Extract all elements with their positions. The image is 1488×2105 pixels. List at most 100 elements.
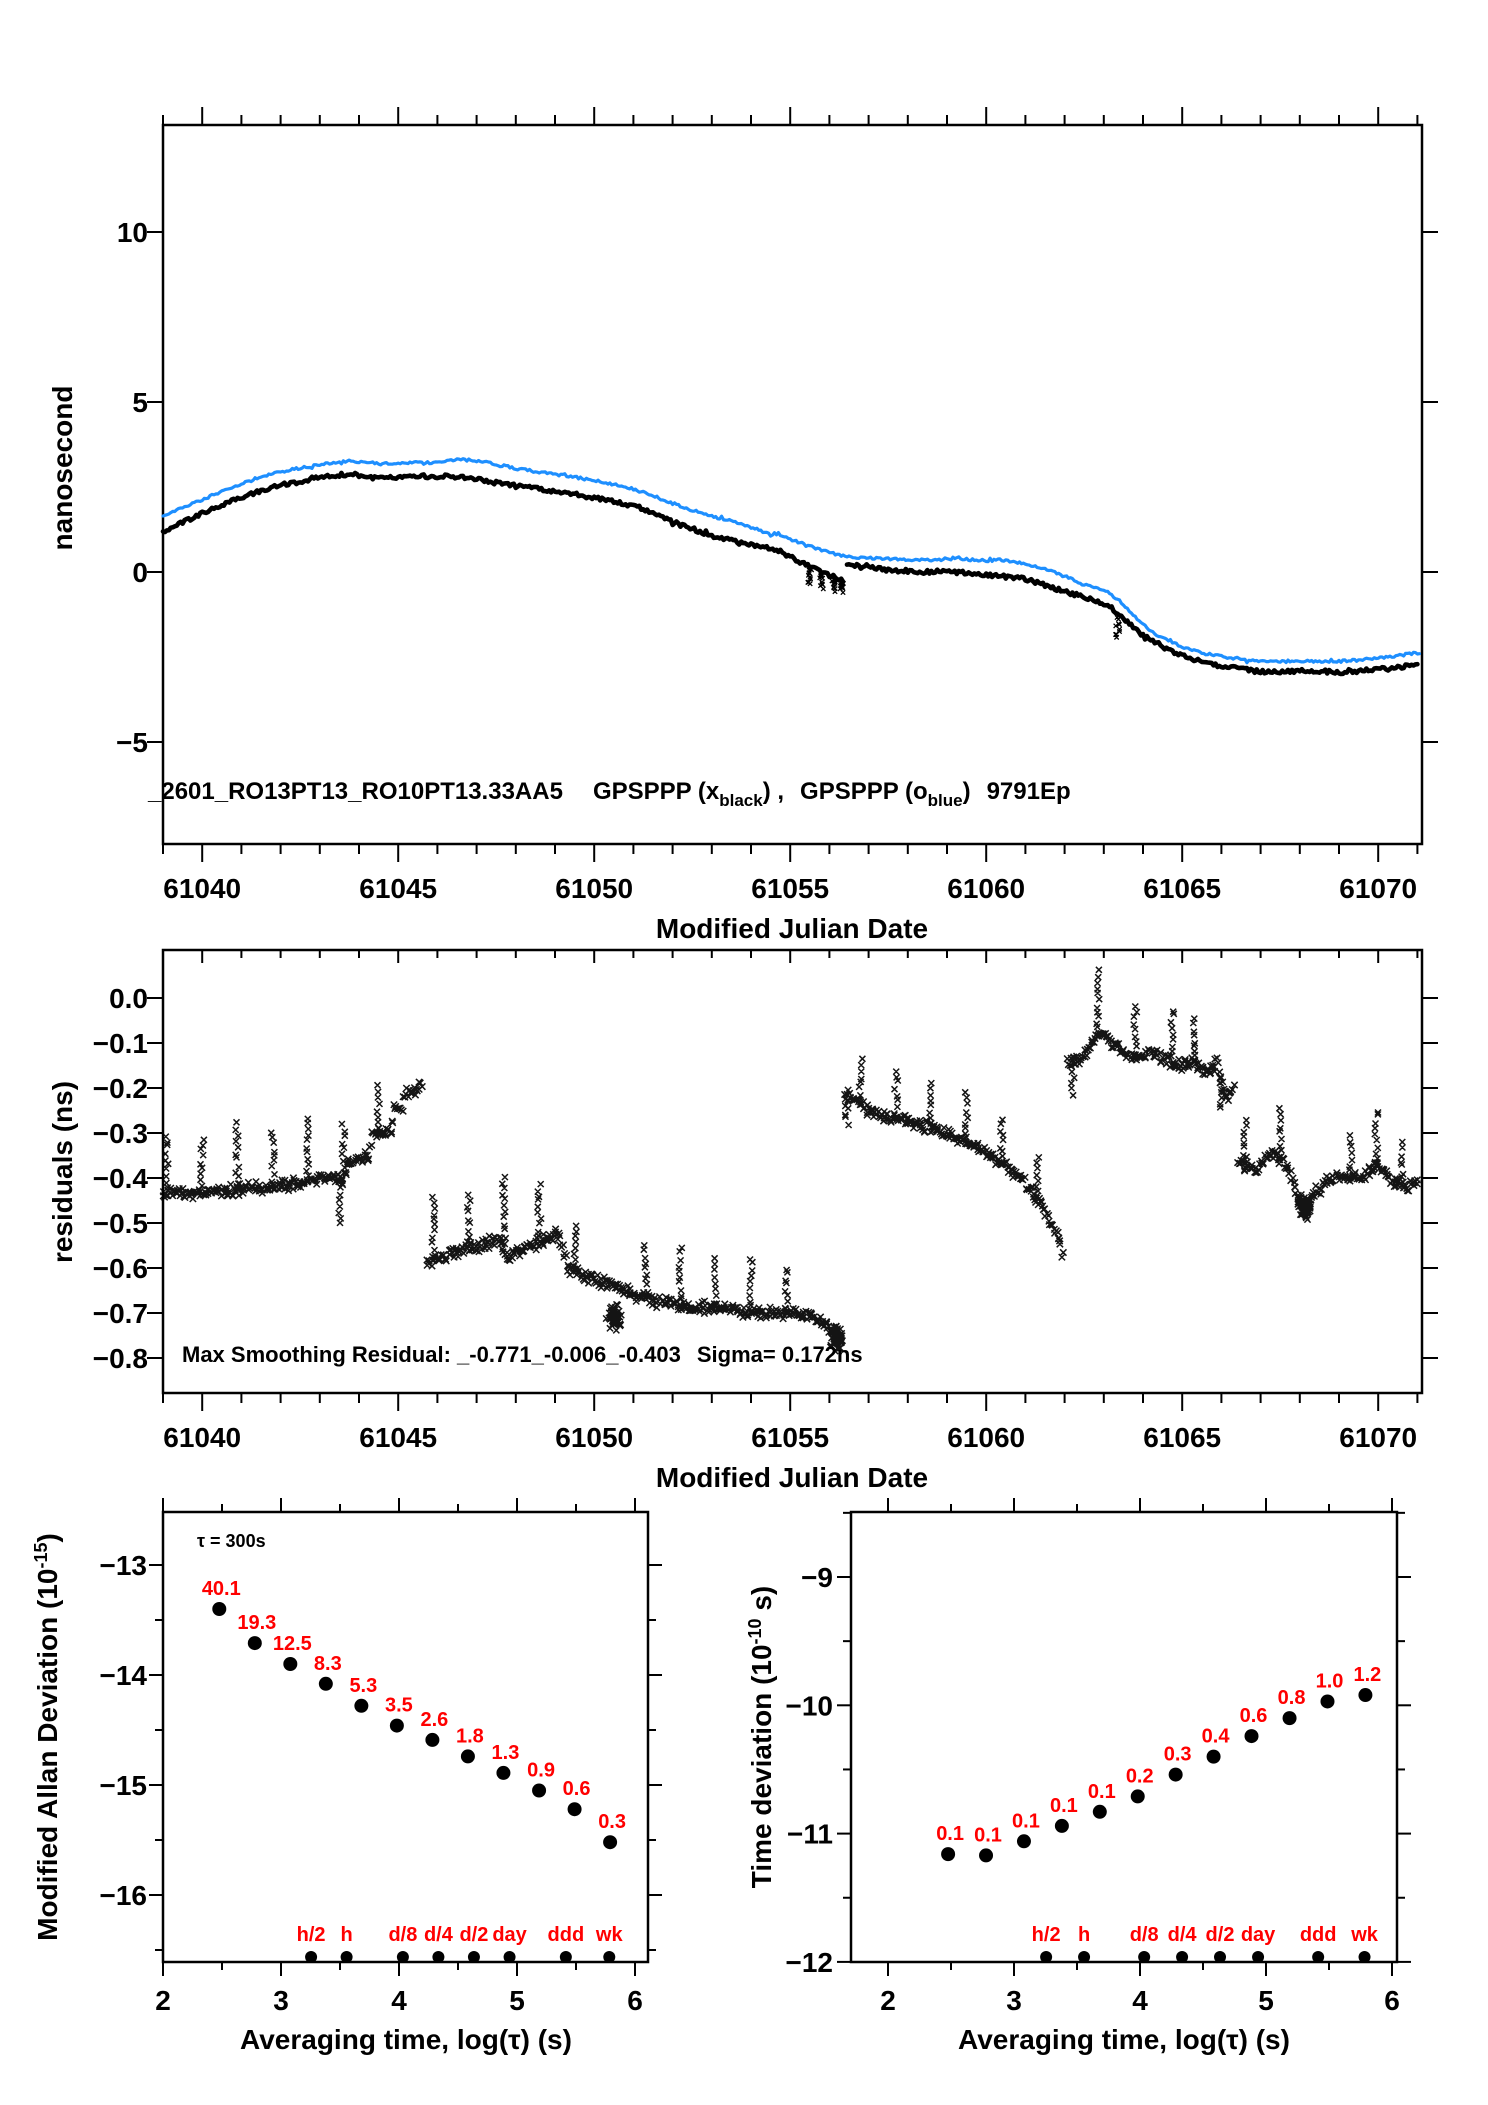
tau-mark-dot — [559, 1951, 572, 1963]
series2-close: ) — [963, 778, 971, 805]
y-tick-label: −15 — [100, 1770, 148, 1801]
data-point-label: 1.0 — [1316, 1670, 1344, 1692]
y-tick-label: −16 — [100, 1880, 148, 1911]
data-point-label: 0.1 — [936, 1823, 964, 1845]
x-axis-label-avgtime-right: Averaging time, log(τ) (s) — [958, 2024, 1290, 2055]
black-hair-spikes — [805, 567, 1123, 640]
tau-mark-label: wk — [595, 1924, 624, 1946]
data-point — [941, 1847, 956, 1862]
data-point — [979, 1848, 994, 1863]
data-point-label: 0.3 — [1164, 1744, 1192, 1766]
y-tick-label: −5 — [116, 727, 148, 758]
tau-mark-dot — [305, 1951, 318, 1963]
data-point-label: 0.6 — [1240, 1705, 1268, 1727]
data-point-label: 0.3 — [598, 1811, 626, 1833]
y-tick-label: −12 — [786, 1947, 834, 1978]
y-axis-label-mdev: Modified Allan Deviation (10-15) — [31, 1533, 63, 1941]
tau-mark-label: d/8 — [388, 1924, 417, 1946]
x-tick-label: 61055 — [751, 873, 829, 904]
mdev-label-post: ) — [32, 1533, 63, 1542]
tau-mark-label: d/4 — [1168, 1924, 1198, 1946]
data-point-label: 0.9 — [527, 1760, 555, 1782]
tau-mark-label: day — [492, 1924, 527, 1946]
data-point — [389, 1718, 404, 1733]
tau-mark-label: ddd — [548, 1924, 585, 1946]
data-point — [354, 1698, 369, 1713]
data-point-label: 8.3 — [314, 1653, 342, 1675]
top-panel-title: _2601_RO13PT13_RO10PT13.33AA5 GPSPPP (xbl… — [147, 778, 1071, 810]
data-point — [1016, 1834, 1031, 1849]
x-tick-label: 6 — [1384, 1985, 1400, 2016]
x-tick-label: 61070 — [1339, 873, 1417, 904]
max-residual-values: Max Smoothing Residual: _-0.771_-0.006_-… — [182, 1342, 681, 1367]
tdev-frame — [849, 1510, 1399, 1964]
data-point-label: 0.1 — [1050, 1795, 1078, 1817]
tau-mark-label: h/2 — [297, 1924, 326, 1946]
data-point — [247, 1636, 262, 1651]
series1-label: GPSPPP (x — [593, 778, 720, 805]
data-point-label: 2.6 — [420, 1709, 448, 1731]
residuals-frame — [161, 948, 1424, 1395]
x-axis-label-mjd-top: Modified Julian Date — [656, 913, 928, 944]
data-point — [425, 1732, 440, 1747]
tau-note: τ = 300s — [197, 1531, 266, 1551]
tau-mark-label: d/4 — [424, 1924, 454, 1946]
y-tick-label: −0.7 — [93, 1298, 148, 1329]
tau-mark-label: d/2 — [1206, 1924, 1235, 1946]
data-point-label: 1.2 — [1354, 1664, 1382, 1686]
x-axis-label-avgtime-left: Averaging time, log(τ) (s) — [240, 2024, 572, 2055]
tdev-label-sup: -10 — [745, 1618, 765, 1644]
data-point-label: 19.3 — [237, 1612, 276, 1634]
x-tick-label: 3 — [1006, 1985, 1022, 2016]
mdev-label-sup: -15 — [31, 1542, 51, 1568]
tau-mark-dot — [1252, 1951, 1265, 1963]
y-tick-label: −14 — [100, 1660, 148, 1691]
y-tick-label: −0.8 — [93, 1343, 148, 1374]
x-tick-label: 61050 — [555, 873, 633, 904]
data-point — [460, 1749, 475, 1764]
y-axis-label-nanosecond: nanosecond — [47, 386, 78, 551]
tau-mark-dot — [1040, 1951, 1053, 1963]
x-tick-label: 61060 — [947, 1422, 1025, 1453]
y-tick-label: −9 — [801, 1562, 833, 1593]
y-tick-label: −11 — [787, 1819, 833, 1850]
mdev-panel: 2 3 4 5 6 −13 −14 −15 −16 h/2 h d/8 d/4 d/2 day ddd wk 40… — [100, 1498, 662, 2016]
data-point-label: 0.6 — [563, 1778, 591, 1800]
x-tick-label: 61065 — [1143, 873, 1221, 904]
data-point — [1320, 1694, 1335, 1709]
tau-mark-dot — [603, 1951, 616, 1963]
tau-mark-label: day — [1241, 1924, 1276, 1946]
y-tick-label: −0.4 — [93, 1163, 149, 1194]
x-tick-label: 61065 — [1143, 1422, 1221, 1453]
tau-mark-dot — [432, 1951, 445, 1963]
x-tick-label: 6 — [627, 1985, 643, 2016]
max-smoothing-annotation: Max Smoothing Residual: _-0.771_-0.006_-… — [182, 1342, 863, 1367]
tau-mark-dot — [1078, 1951, 1091, 1963]
tau-mark-label: h/2 — [1032, 1924, 1061, 1946]
tau-mark-label: d/8 — [1130, 1924, 1159, 1946]
x-tick-label: 3 — [273, 1985, 289, 2016]
data-point — [1358, 1688, 1373, 1703]
residual-x-markers — [159, 966, 1422, 1355]
x-tick-label: 61050 — [555, 1422, 633, 1453]
data-point — [283, 1657, 298, 1671]
y-axis-label-tdev: Time deviation (10-10 s) — [745, 1586, 777, 1889]
data-point-label: 12.5 — [273, 1633, 312, 1655]
phase-panel: 61040 61045 61050 61055 61060 61065 61070 −5 0 5 1… — [116, 107, 1438, 904]
series-sep: ) , — [763, 778, 784, 805]
tdev-label-pre: Time deviation (10 — [746, 1644, 777, 1888]
y-tick-label: −0.2 — [93, 1073, 148, 1104]
data-point — [496, 1765, 511, 1780]
data-point-label: 40.1 — [202, 1578, 241, 1600]
x-tick-label: 4 — [1132, 1985, 1148, 2016]
tau-mark-label: wk — [1350, 1924, 1379, 1946]
tdev-label-post: s) — [746, 1586, 777, 1619]
tau-mark-label: ddd — [1300, 1924, 1337, 1946]
tau-mark-dot — [1214, 1951, 1227, 1963]
x-tick-label: 61060 — [947, 873, 1025, 904]
data-point — [603, 1835, 618, 1850]
tau-mark-dot — [340, 1951, 353, 1963]
data-point — [1206, 1749, 1221, 1764]
mdev-label-pre: Modified Allan Deviation (10 — [32, 1569, 63, 1941]
data-point-label: 1.8 — [456, 1725, 484, 1747]
